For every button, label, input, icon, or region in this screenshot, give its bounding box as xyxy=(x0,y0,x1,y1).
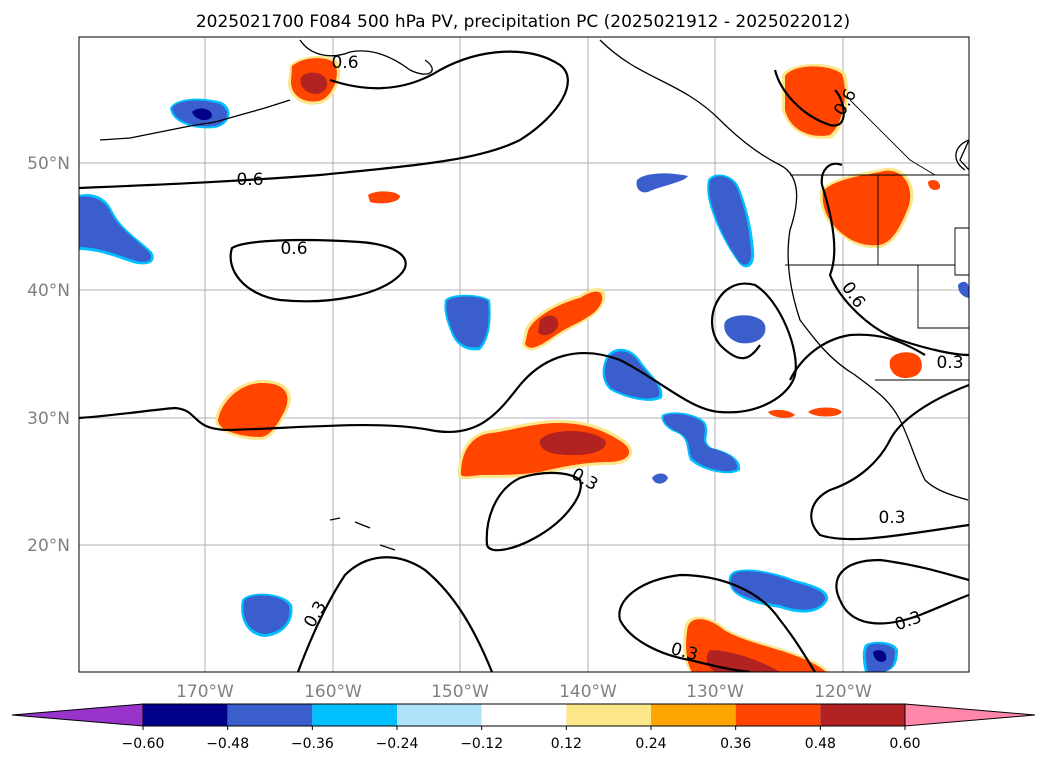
lon-label: 170°W xyxy=(176,682,234,702)
colorbar-extend-high xyxy=(904,703,1036,727)
colorbar-swatch xyxy=(820,704,905,726)
lon-label: 150°W xyxy=(431,682,489,702)
pv-contours xyxy=(79,50,969,672)
contour-label: 0.3 xyxy=(878,508,905,528)
colorbar-swatch xyxy=(651,704,736,726)
contour-label: 0.6 xyxy=(236,170,263,190)
map-title: 2025021700 F084 500 hPa PV, precipitatio… xyxy=(196,12,850,32)
colorbar-extend-low xyxy=(11,703,144,727)
colorbar-tick-label: 0.12 xyxy=(551,736,582,752)
contour-label: 0.6 xyxy=(331,53,358,73)
colorbar-tick-label: −0.48 xyxy=(206,736,249,752)
lat-label: 20°N xyxy=(27,536,70,556)
colorbar-swatch xyxy=(312,704,397,726)
colorbar-tick-label: 0.24 xyxy=(635,736,666,752)
map-panel: 0.6 0.6 0.6 0.6 0.6 0.3 0.3 0.3 0.3 0.3 … xyxy=(79,37,969,672)
latitude-labels: 50°N 40°N 30°N 20°N xyxy=(27,154,70,556)
coastlines xyxy=(99,39,969,551)
colorbar-tick-label: −0.36 xyxy=(291,736,334,752)
colorbar-swatch xyxy=(481,704,567,726)
colorbar-tick-label: 0.48 xyxy=(805,736,836,752)
precip-positive-regions xyxy=(215,55,941,672)
lon-label: 140°W xyxy=(559,682,617,702)
lat-label: 40°N xyxy=(27,281,70,301)
colorbar-tick-label: −0.60 xyxy=(122,736,165,752)
lat-label: 50°N xyxy=(27,154,70,174)
precip-negative-regions xyxy=(79,98,969,672)
contour-label: 0.3 xyxy=(936,353,963,373)
colorbar-tick-label: 0.36 xyxy=(720,736,751,752)
political-borders xyxy=(785,99,969,381)
colorbar-swatch xyxy=(397,704,482,726)
colorbar: −0.60 −0.48 −0.36 −0.24 −0.12 0.12 0.24 0.36 0.4… xyxy=(11,703,1036,752)
colorbar-swatch xyxy=(143,704,228,726)
lon-label: 120°W xyxy=(814,682,872,702)
colorbar-frame xyxy=(142,703,906,727)
colorbar-swatch xyxy=(735,704,821,726)
lon-label: 130°W xyxy=(686,682,744,702)
lon-label: 160°W xyxy=(304,682,362,702)
lat-label: 30°N xyxy=(27,409,70,429)
colorbar-swatch xyxy=(227,704,313,726)
colorbar-swatch xyxy=(566,704,651,726)
colorbar-tick-label: −0.24 xyxy=(376,736,419,752)
map-frame xyxy=(78,36,970,673)
contour-label: 0.6 xyxy=(280,239,307,259)
colorbar-tick-label: −0.12 xyxy=(460,736,503,752)
colorbar-tick-label: 0.60 xyxy=(889,736,920,752)
longitude-labels: 170°W 160°W 150°W 140°W 130°W 120°W xyxy=(176,682,872,702)
